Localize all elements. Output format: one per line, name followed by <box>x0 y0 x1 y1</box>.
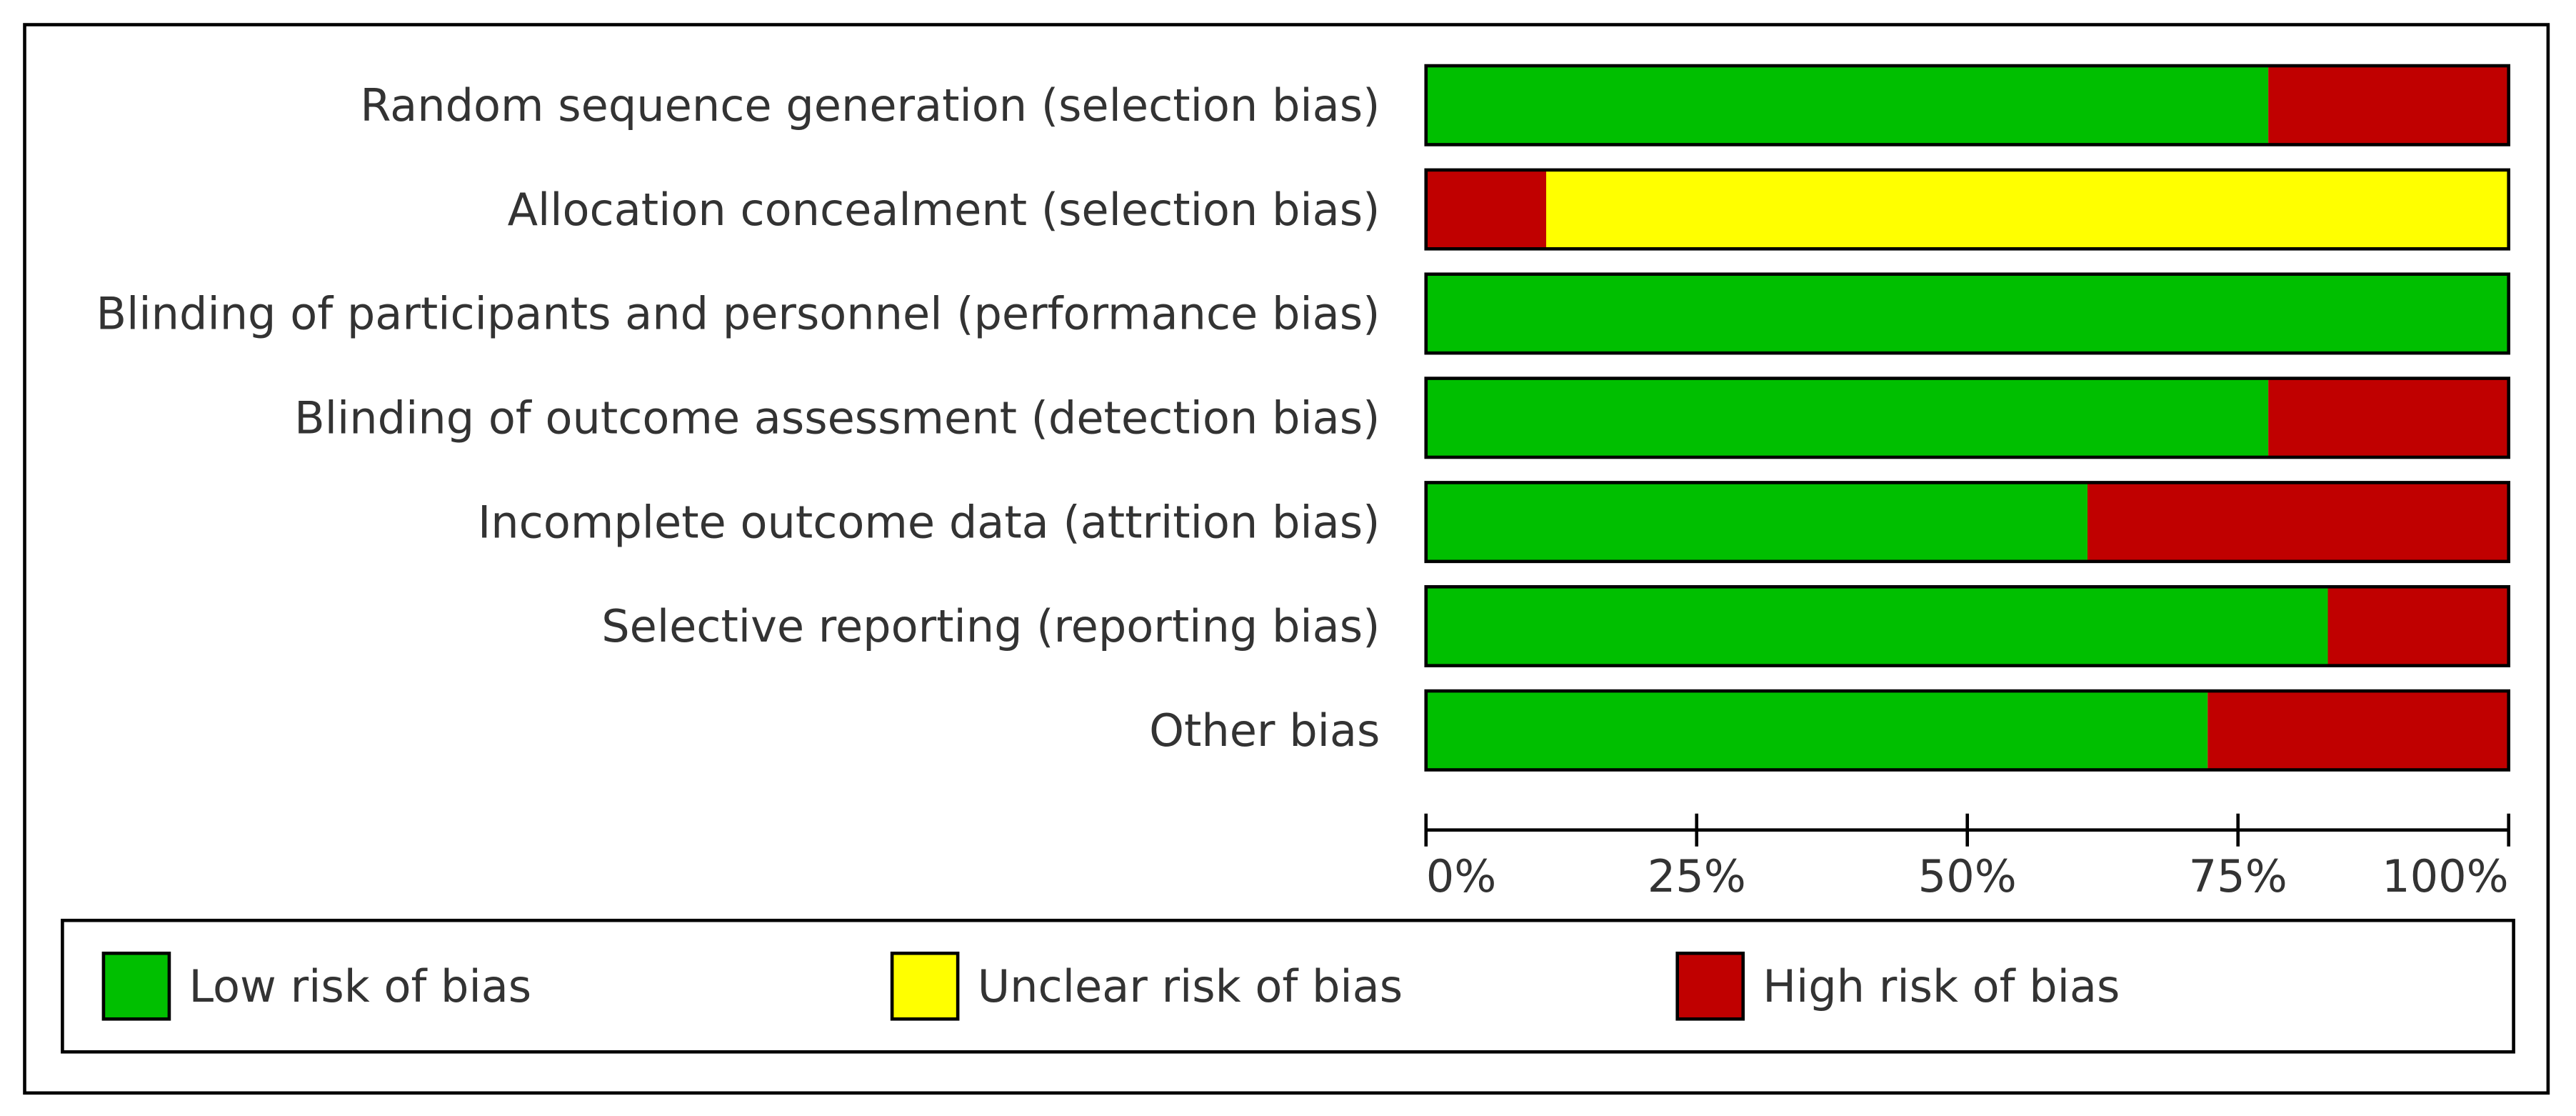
bar-segment <box>2087 482 2509 562</box>
category-label: Incomplete outcome data (attrition bias) <box>478 496 1380 548</box>
legend-swatch <box>1675 951 1745 1021</box>
x-tick-label: 0% <box>1426 850 1497 902</box>
category-label: Blinding of participants and personnel (… <box>96 288 1380 340</box>
bar-outline <box>1424 377 2510 459</box>
frame <box>23 23 2550 1095</box>
bar-outline <box>1424 168 2510 251</box>
legend-label: Low risk of bias <box>189 960 532 1012</box>
bar-segment <box>1425 691 2208 770</box>
x-tick-label: 25% <box>1648 850 1746 902</box>
bar-segment <box>1425 274 2509 354</box>
category-label: Other bias <box>1149 704 1380 757</box>
bar-outline <box>1424 64 2510 146</box>
legend-box <box>61 918 2515 1054</box>
bar-segment <box>1546 169 2509 249</box>
legend-swatch <box>890 951 960 1021</box>
bar-outline <box>1424 481 2510 564</box>
legend-swatch <box>101 951 171 1021</box>
bar-outline <box>1424 272 2510 355</box>
bar-segment <box>1425 169 1547 249</box>
legend-label: Unclear risk of bias <box>978 960 1403 1012</box>
legend-label: High risk of bias <box>1763 960 2120 1012</box>
category-label: Random sequence generation (selection bi… <box>360 79 1380 131</box>
x-tick-label: 100% <box>2382 850 2509 902</box>
bar-segment <box>1425 587 2328 666</box>
bar-segment <box>1425 66 2269 145</box>
category-label: Selective reporting (reporting bias) <box>601 600 1380 652</box>
bar-segment <box>2207 691 2509 770</box>
bar-segment <box>2268 378 2509 457</box>
bar-segment <box>1425 482 2088 562</box>
bar-outline <box>1424 689 2510 772</box>
bar-segment <box>2268 66 2509 145</box>
category-label: Allocation concealment (selection bias) <box>508 184 1380 236</box>
category-label: Blinding of outcome assessment (detectio… <box>294 392 1380 444</box>
x-tick-label: 75% <box>2189 850 2287 902</box>
bar-segment <box>2327 587 2509 666</box>
x-tick-label: 50% <box>1918 850 2017 902</box>
bar-segment <box>1425 378 2269 457</box>
bar-outline <box>1424 584 2510 667</box>
